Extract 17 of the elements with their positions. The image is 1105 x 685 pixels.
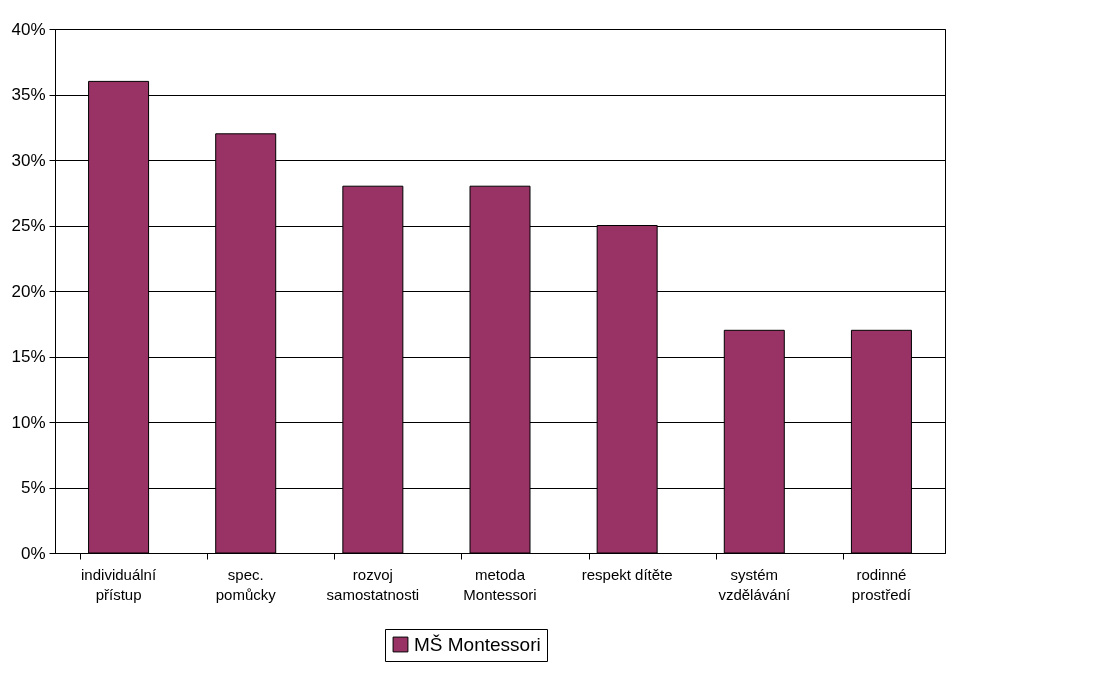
y-tick-label: 10% — [11, 412, 46, 432]
y-tick-label: 30% — [11, 150, 46, 170]
legend-label: MŠ Montessori — [414, 633, 541, 655]
x-tick-label: respekt dítěte — [581, 565, 673, 583]
x-tick-label: systém vzdělávání — [718, 565, 791, 603]
y-tick-label: 25% — [11, 216, 46, 235]
y-tick-label: 15% — [11, 347, 46, 366]
x-tick-label: individuální přístup — [81, 565, 157, 603]
y-tick-label: 0% — [20, 543, 46, 563]
y-tick-label: 20% — [11, 281, 46, 301]
x-tick-label: metoda Montessori — [463, 565, 537, 603]
y-tick-label: 35% — [11, 85, 46, 104]
y-tick-label: 5% — [20, 478, 46, 497]
y-tick-label: 40% — [11, 19, 46, 39]
x-tick-label: rodinné prostředí — [851, 565, 912, 603]
x-tick-label: rozvoj samostatnosti — [326, 565, 420, 603]
x-tick-label: spec. pomůcky — [215, 565, 277, 603]
